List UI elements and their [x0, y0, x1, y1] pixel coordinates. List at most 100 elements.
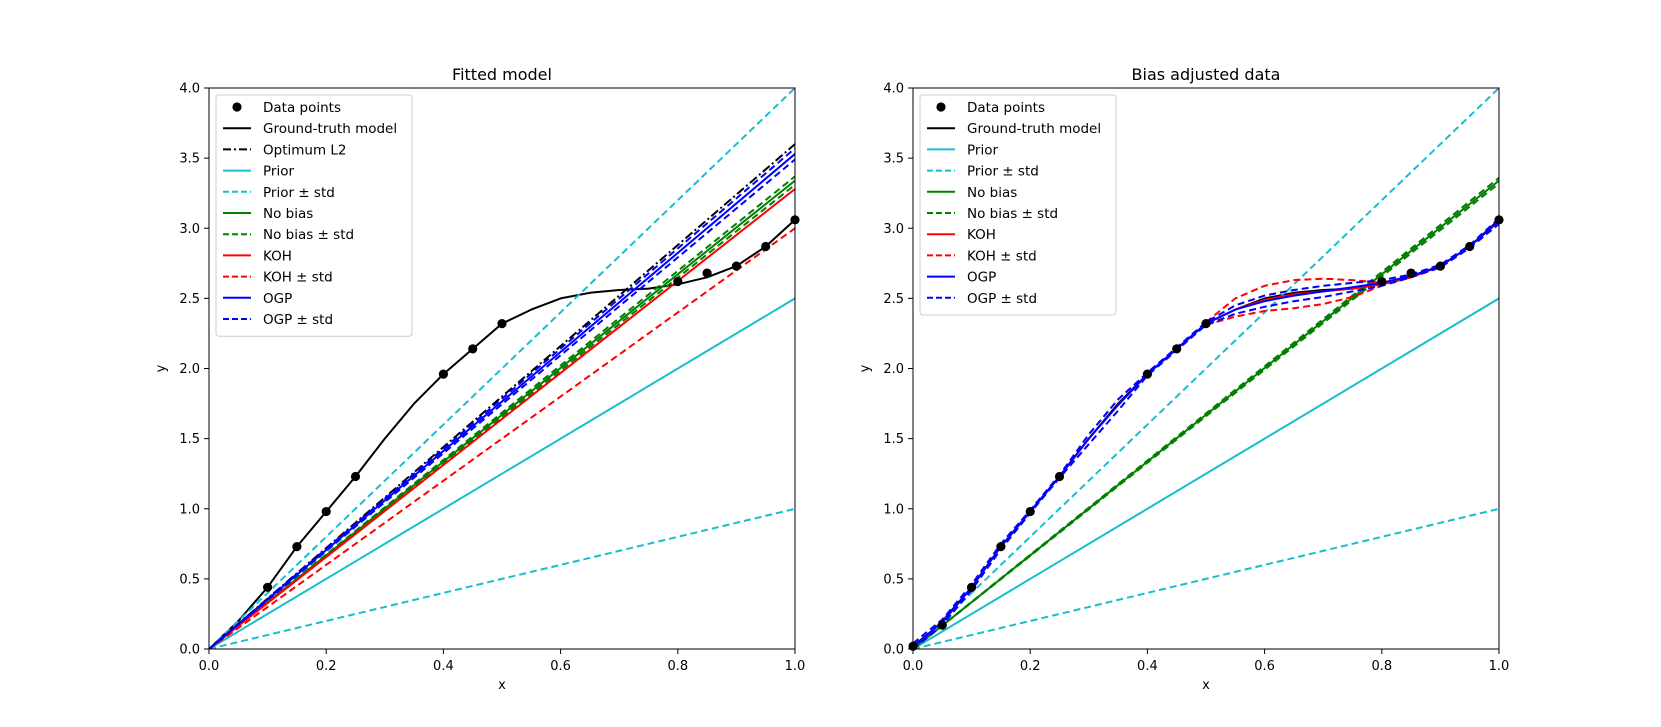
legend: Data points Ground-truth model Optimum L2 P… — [215, 94, 413, 337]
legend-label-no-bias-std: No bias ± std — [967, 206, 1058, 222]
data-point — [263, 582, 273, 592]
data-point — [937, 620, 947, 630]
x-axis-label: x — [1202, 678, 1210, 693]
data-point — [468, 344, 478, 354]
x-tick-label: 0.0 — [199, 659, 220, 674]
y-tick-label: 0.5 — [179, 572, 200, 587]
chart-title: Bias adjusted data — [1132, 65, 1281, 84]
series-line-band-5 — [209, 507, 795, 649]
legend-label-koh: KOH — [263, 248, 292, 264]
x-tick-label: 0.4 — [1137, 659, 1158, 674]
data-point — [1406, 268, 1416, 278]
legend-label-no-bias-std: No bias ± std — [263, 227, 354, 243]
x-tick-label: 0.0 — [903, 659, 924, 674]
y-tick-label: 4.0 — [179, 82, 200, 97]
data-point — [1025, 506, 1035, 517]
series-line-band-10 — [1205, 284, 1383, 326]
series-line-prior — [209, 297, 795, 649]
legend-label-koh-std: KOH ± std — [263, 270, 333, 286]
series-line-band-4 — [913, 507, 1499, 649]
y-axis-label: y — [858, 364, 873, 372]
legend-label-ogp-std: OGP ± std — [263, 312, 333, 328]
data-point — [321, 506, 331, 517]
data-point — [438, 369, 448, 379]
legend-label-no-bias: No bias — [263, 206, 313, 222]
legend-label-ogp: OGP — [263, 291, 292, 307]
legend-box — [215, 94, 413, 337]
y-tick-label: 0.5 — [883, 572, 904, 587]
data-point — [1142, 369, 1152, 379]
legend-label-prior-std: Prior ± std — [967, 164, 1039, 180]
y-tick-label: 1.0 — [883, 502, 904, 517]
data-point — [673, 276, 683, 287]
data-point — [497, 319, 507, 329]
series-line-prior — [913, 297, 1499, 649]
y-tick-label: 1.5 — [179, 432, 200, 447]
legend-label-koh-std: KOH ± std — [967, 248, 1037, 264]
data-point — [292, 542, 302, 552]
legend-marker-data-points — [936, 102, 946, 112]
legend-label-optimum-l2: Optimum L2 — [263, 142, 347, 158]
series-line-ogp-std — [913, 217, 1499, 645]
x-tick-label: 0.2 — [316, 659, 337, 674]
legend-label-ground-truth-model: Ground-truth model — [967, 121, 1101, 137]
data-point — [350, 471, 361, 482]
x-tick-label: 0.2 — [1020, 659, 1041, 674]
legend-label-prior-std: Prior ± std — [263, 185, 335, 201]
y-tick-label: 2.0 — [179, 362, 200, 377]
series-line-band-13 — [209, 158, 795, 649]
legend-label-prior: Prior — [263, 164, 294, 180]
data-point — [1377, 276, 1387, 287]
y-tick-label: 0.0 — [883, 643, 904, 658]
y-tick-label: 3.5 — [179, 152, 200, 167]
chart-panel-2: 0.0 0.2 0.4 0.6 0.8 1.0 0.0 0.5 1.0 1.5 2.0 2.5 3.0 3… — [858, 65, 1509, 693]
legend-label-no-bias: No bias — [967, 185, 1017, 201]
y-tick-label: 2.5 — [179, 292, 200, 307]
series-line-prior-std — [209, 88, 795, 649]
x-tick-label: 1.0 — [1489, 659, 1510, 674]
y-tick-label: 2.0 — [883, 362, 904, 377]
x-tick-label: 0.6 — [1254, 659, 1275, 674]
legend: Data points Ground-truth model Prior Prior … — [919, 94, 1117, 316]
legend-label-data-points: Data points — [263, 100, 341, 116]
y-tick-label: 3.5 — [883, 152, 904, 167]
legend-box — [919, 94, 1117, 316]
y-tick-label: 1.5 — [883, 432, 904, 447]
y-tick-label: 4.0 — [883, 82, 904, 97]
series-line-koh — [209, 188, 795, 649]
series-line-optimum-l2 — [209, 143, 795, 649]
data-point — [1172, 344, 1182, 354]
x-tick-label: 1.0 — [785, 659, 806, 674]
x-axis-label: x — [498, 678, 506, 693]
data-point — [1201, 319, 1211, 329]
x-tick-label: 0.4 — [433, 659, 454, 674]
legend-label-ogp-std: OGP ± std — [967, 291, 1037, 307]
y-tick-label: 1.0 — [179, 502, 200, 517]
series-line-band-13 — [913, 223, 1499, 649]
chart-title: Fitted model — [452, 65, 552, 84]
legend-label-ogp: OGP — [967, 270, 996, 286]
series-line-prior-std — [913, 88, 1499, 649]
data-point — [761, 241, 771, 252]
legend-marker-data-points — [232, 102, 242, 112]
data-point — [1435, 261, 1445, 271]
data-point — [702, 268, 712, 278]
x-tick-label: 0.8 — [667, 659, 688, 674]
y-tick-label: 2.5 — [883, 292, 904, 307]
series-line-no-bias-std — [209, 175, 795, 649]
y-axis-label: y — [154, 364, 169, 372]
plot-area — [209, 88, 795, 649]
chart-panel-1: 0.0 0.2 0.4 0.6 0.8 1.0 0.0 0.5 1.0 1.5 2.0 2.5 3.0 3… — [154, 65, 805, 693]
series-line-koh-std — [1205, 277, 1382, 323]
series-line-ogp-std — [209, 147, 795, 649]
data-point — [1465, 241, 1475, 252]
series-line-band-7 — [913, 182, 1499, 649]
legend-label-koh: KOH — [967, 227, 996, 243]
y-tick-label: 3.0 — [179, 222, 200, 237]
data-point — [1054, 471, 1065, 482]
data-point — [731, 261, 742, 271]
x-tick-label: 0.8 — [1371, 659, 1392, 674]
y-tick-label: 0.0 — [179, 643, 200, 658]
data-point — [996, 542, 1006, 552]
